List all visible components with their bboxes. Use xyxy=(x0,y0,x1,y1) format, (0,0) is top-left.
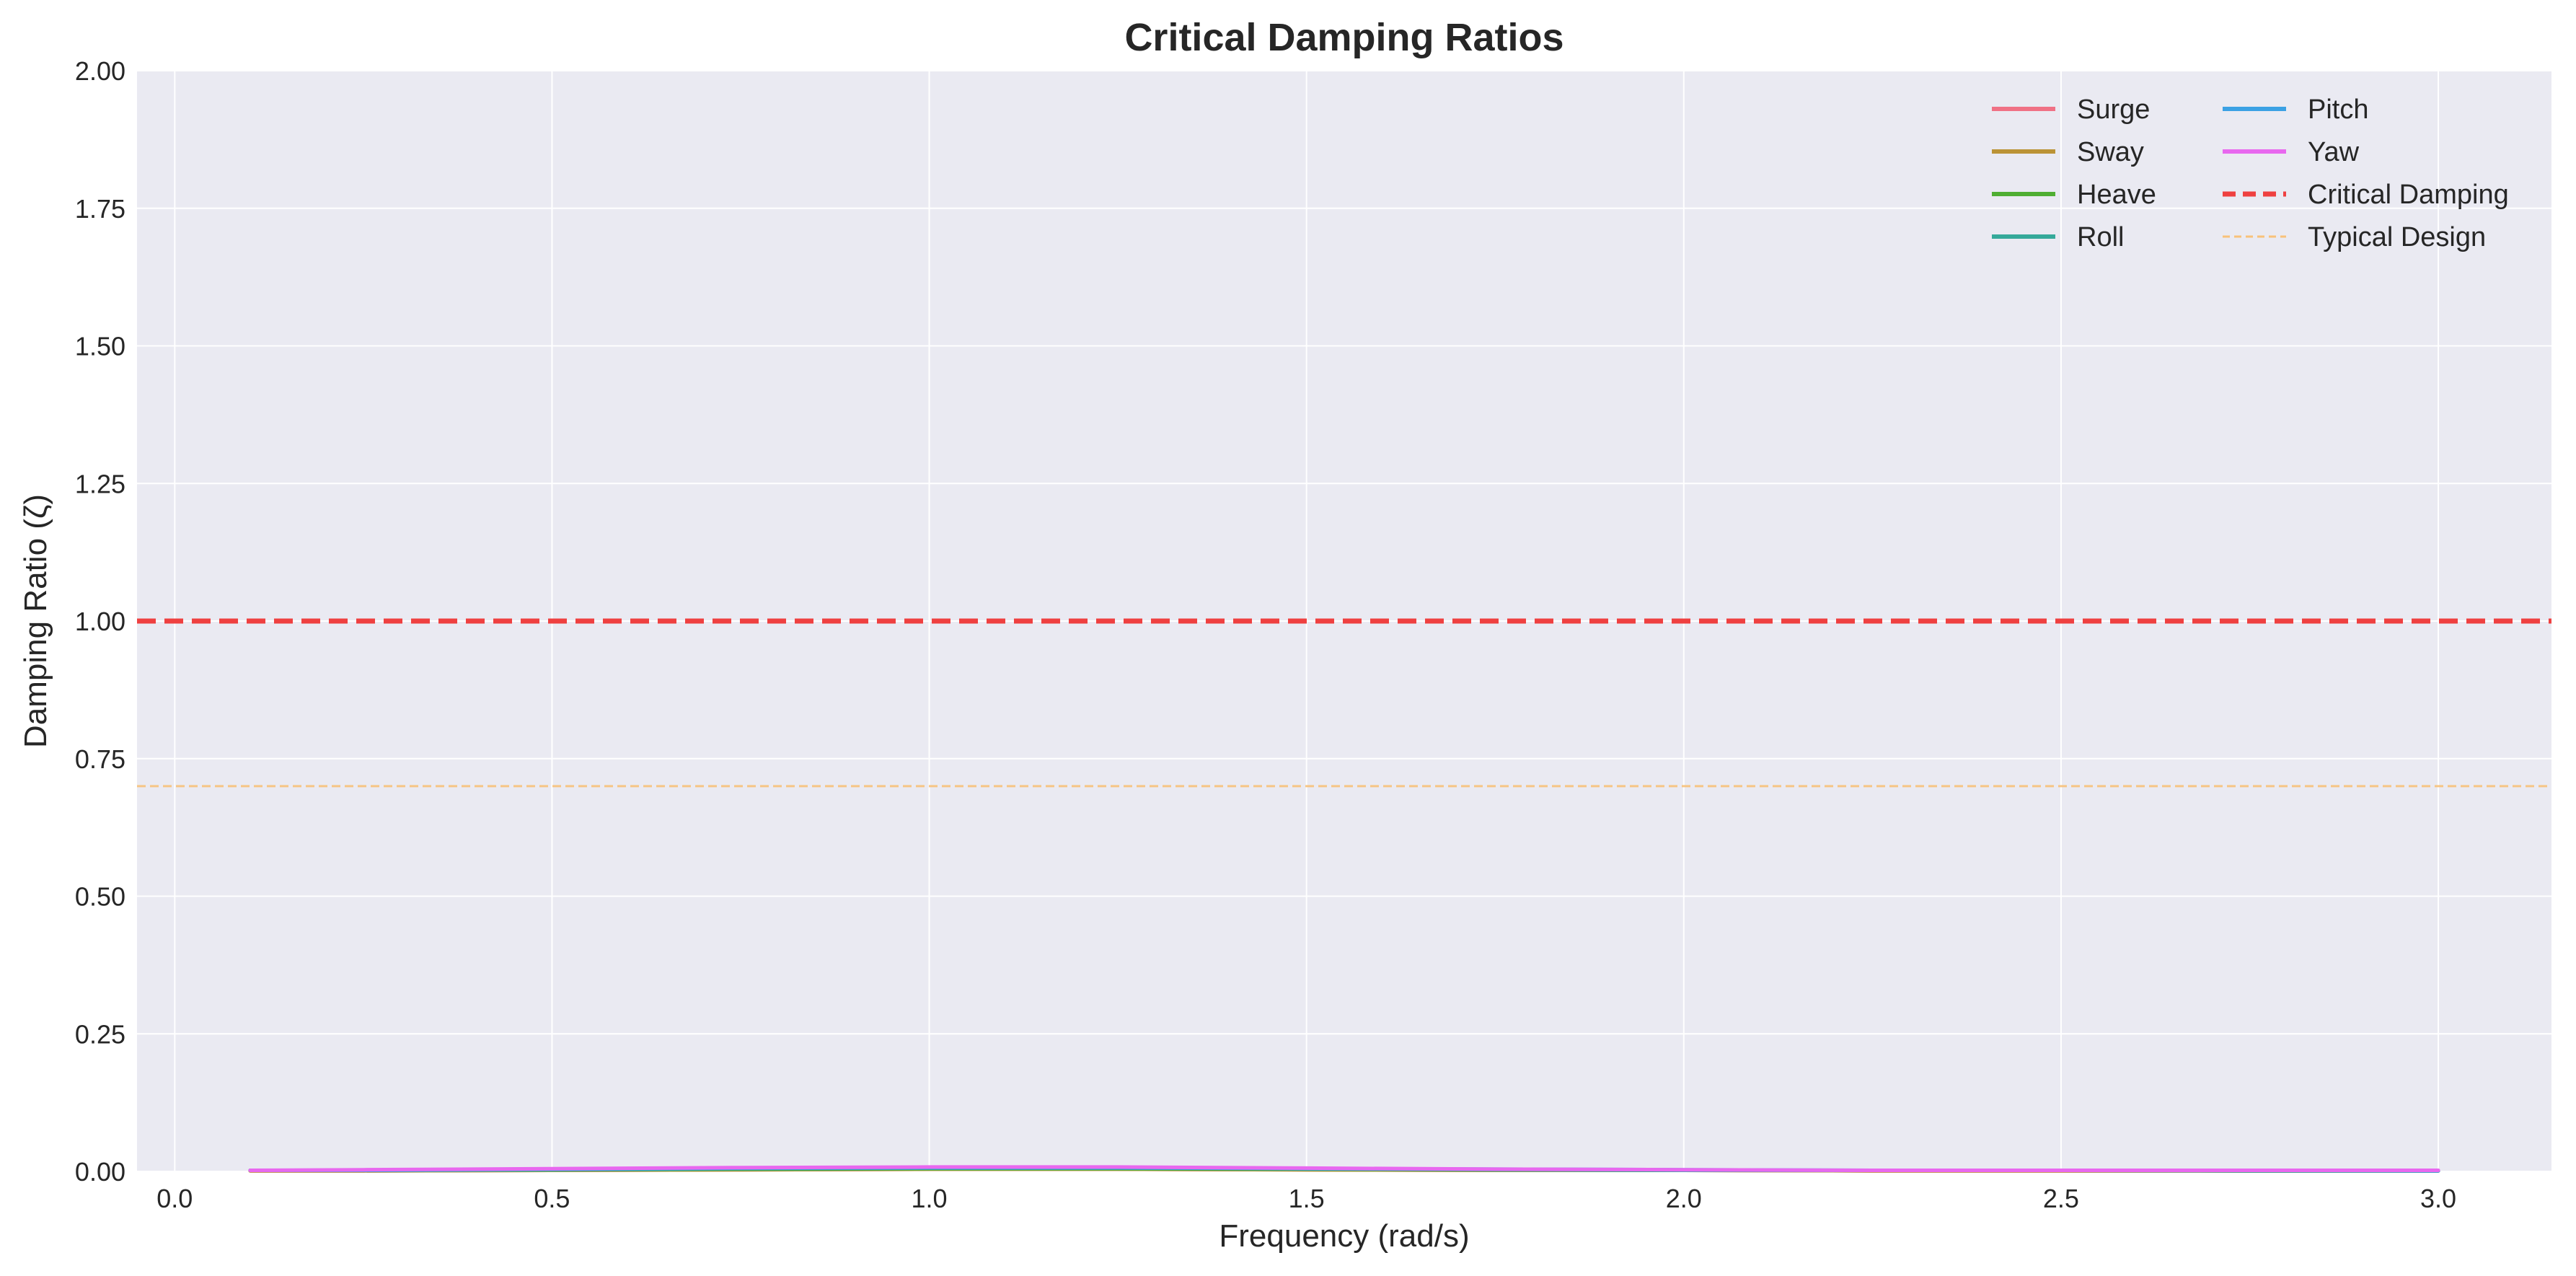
legend-label-heave: Heave xyxy=(2077,180,2156,210)
x-tick-label: 2.0 xyxy=(1666,1184,1702,1213)
x-tick-label: 0.0 xyxy=(156,1184,193,1213)
x-tick-label: 2.5 xyxy=(2043,1184,2079,1213)
series-yaw-line xyxy=(248,1165,2440,1172)
y-tick-label: 1.00 xyxy=(75,607,125,636)
y-tick-label: 0.75 xyxy=(75,744,125,774)
legend-label-roll: Roll xyxy=(2077,222,2124,252)
y-tick-label: 2.00 xyxy=(75,56,125,86)
y-axis-ticks: 0.00 0.25 0.50 0.75 1.00 1.25 1.50 1.75 2.00 xyxy=(75,56,125,1187)
y-axis-label: Damping Ratio (ζ) xyxy=(18,494,53,748)
x-tick-label: 1.5 xyxy=(1289,1184,1325,1213)
legend-label-pitch: Pitch xyxy=(2308,94,2368,125)
x-tick-label: 0.5 xyxy=(534,1184,570,1213)
chart-title: Critical Damping Ratios xyxy=(1124,16,1563,59)
y-tick-label: 0.25 xyxy=(75,1019,125,1049)
legend-label-critical-damping: Critical Damping xyxy=(2308,180,2509,210)
reference-lines xyxy=(137,618,2551,788)
y-tick-label: 1.25 xyxy=(75,469,125,498)
y-tick-label: 0.00 xyxy=(75,1157,125,1187)
y-tick-label: 0.50 xyxy=(75,882,125,912)
y-tick-label: 1.75 xyxy=(75,194,125,224)
legend: Surge Sway Heave Roll Pitch Yaw Critical Dampi… xyxy=(1992,94,2509,252)
legend-label-sway: Sway xyxy=(2077,137,2144,167)
x-axis-ticks: 0.0 0.5 1.0 1.5 2.0 2.5 3.0 xyxy=(156,1184,2456,1213)
legend-label-typical-design: Typical Design xyxy=(2308,222,2486,252)
x-tick-label: 3.0 xyxy=(2420,1184,2456,1213)
x-axis-label: Frequency (rad/s) xyxy=(1219,1218,1469,1254)
data-series xyxy=(248,1165,2440,1173)
legend-label-surge: Surge xyxy=(2077,94,2150,125)
x-tick-label: 1.0 xyxy=(912,1184,948,1213)
y-tick-label: 1.50 xyxy=(75,332,125,361)
legend-label-yaw: Yaw xyxy=(2308,137,2360,167)
